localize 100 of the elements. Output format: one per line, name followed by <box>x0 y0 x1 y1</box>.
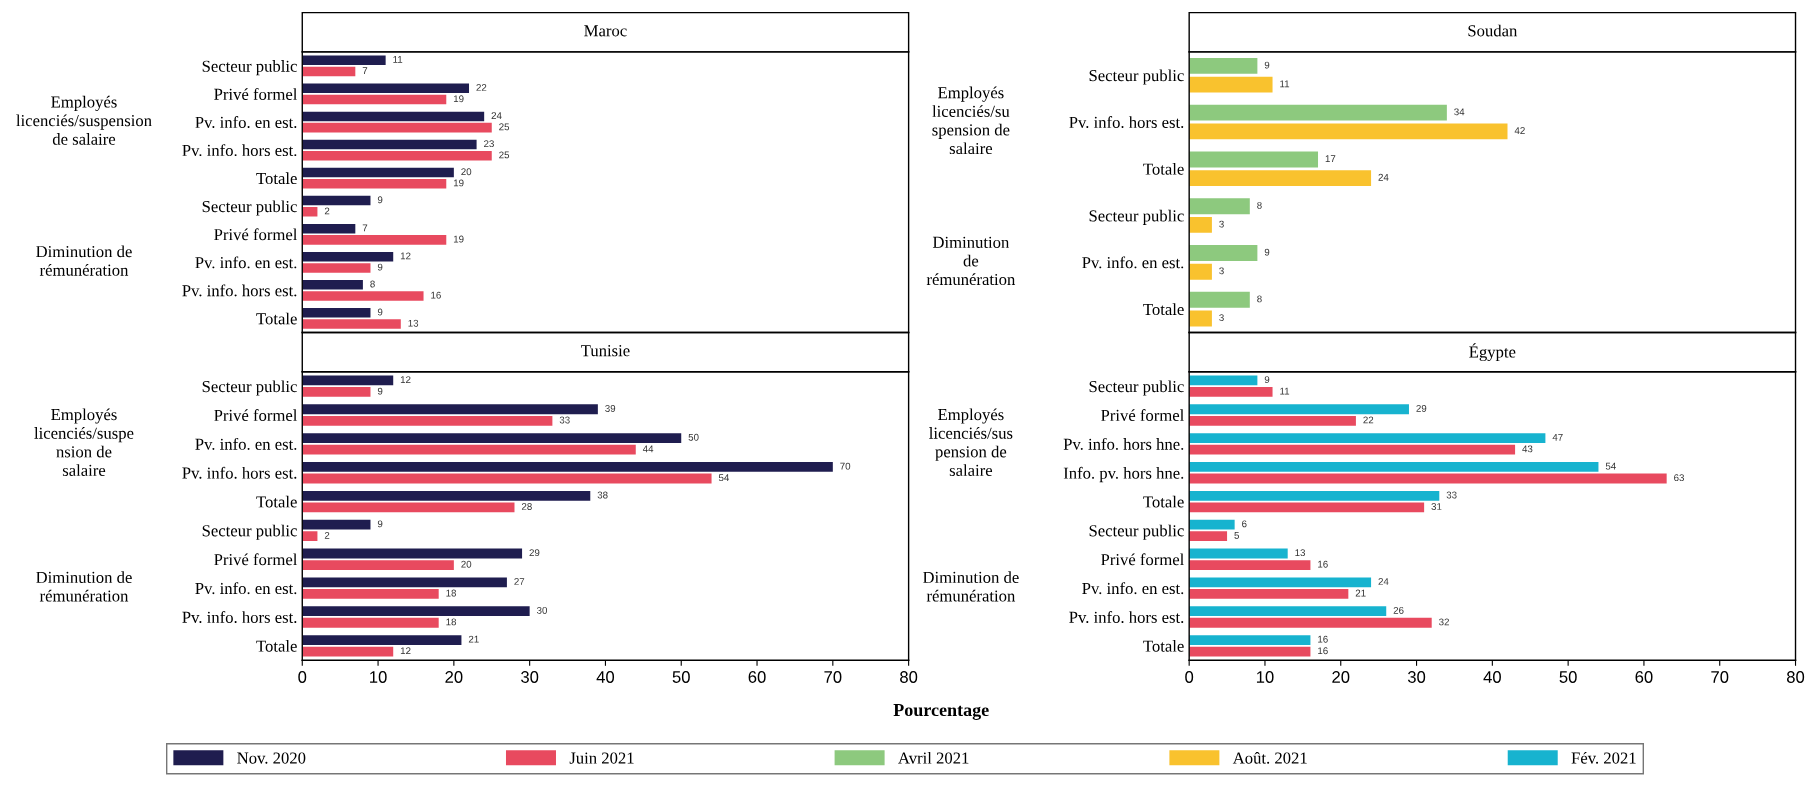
data-label: 11 <box>1280 80 1290 88</box>
bar <box>302 150 492 161</box>
legend-label: Nov. 2020 <box>237 752 306 764</box>
chart-title: Maroc <box>584 25 627 37</box>
bar <box>302 473 712 484</box>
data-label: 16 <box>1318 560 1328 568</box>
data-label: 7 <box>362 67 368 75</box>
data-label: 9 <box>377 387 383 395</box>
bar <box>1189 462 1599 472</box>
x-tick-label: 40 <box>1483 671 1501 683</box>
chart-title: Soudan <box>1468 24 1518 37</box>
y-tick-label: Secteur public <box>202 524 297 540</box>
data-label: 21 <box>1355 589 1366 597</box>
data-label: 16 <box>1318 647 1328 655</box>
y-tick-label: Totale <box>1143 495 1184 508</box>
y-tick-label: Info. pv. hors hne. <box>1063 466 1184 483</box>
bar <box>1189 588 1349 599</box>
bar <box>302 444 636 455</box>
x-tick-label: 40 <box>596 671 615 683</box>
data-label: 2 <box>324 207 330 215</box>
data-label: 54 <box>718 474 730 482</box>
data-label: 19 <box>453 179 464 187</box>
data-label: 20 <box>461 168 472 176</box>
data-label: 8 <box>1257 201 1262 209</box>
text: Diminution de rémunération <box>36 571 132 602</box>
bar <box>302 560 454 570</box>
data-label: 3 <box>1219 314 1224 322</box>
text: Employés licenciés/sus pension de salaire <box>929 408 1013 476</box>
bar <box>302 577 507 588</box>
y-tick-label: Totale <box>256 495 297 508</box>
bar <box>302 308 371 318</box>
y-tick-label: Secteur public <box>1089 380 1184 396</box>
text: Diminution de rémunération <box>926 236 1016 286</box>
bar <box>302 490 591 501</box>
data-label: 32 <box>1439 618 1449 626</box>
data-label: 6 <box>1242 520 1247 528</box>
data-label: 21 <box>468 635 479 643</box>
x-tick-label: 80 <box>1786 671 1805 683</box>
y-tick-label: Pv. info. hors est. <box>1069 116 1184 129</box>
bar <box>1189 415 1356 426</box>
bar <box>1189 76 1273 93</box>
data-label: 23 <box>484 140 494 148</box>
data-label: 26 <box>1393 606 1404 614</box>
bar <box>1189 216 1212 233</box>
data-label: 24 <box>1378 173 1389 181</box>
bar <box>302 519 371 530</box>
x-axis-title: Pourcentage <box>893 704 989 720</box>
text: Employés licenciés/suspension de salaire <box>16 95 152 145</box>
data-label: 19 <box>453 235 464 243</box>
bar <box>1189 502 1425 513</box>
data-label: 42 <box>1514 127 1525 134</box>
data-label: 9 <box>1264 61 1270 69</box>
legend-label: Avril 2021 <box>898 751 969 764</box>
bar <box>302 178 447 189</box>
data-label: 18 <box>446 589 457 597</box>
bar <box>302 167 454 178</box>
text: Diminution de rémunération <box>36 245 132 276</box>
data-label: 16 <box>1318 635 1328 643</box>
bar <box>302 646 394 657</box>
data-label: 7 <box>362 224 368 232</box>
bar <box>1189 617 1432 628</box>
bar <box>1189 548 1288 559</box>
x-tick-label: 10 <box>1256 671 1274 683</box>
bar <box>302 55 386 66</box>
data-label: 22 <box>476 84 487 91</box>
data-label: 12 <box>400 647 411 655</box>
data-label: 24 <box>491 112 502 119</box>
y-tick-label: Pv. info. en est. <box>195 256 297 269</box>
y-tick-label: Totale <box>1143 640 1184 652</box>
y-tick-label: Totale <box>256 312 297 325</box>
data-label: 29 <box>1416 405 1427 412</box>
data-label: 44 <box>642 445 654 453</box>
x-tick-label: 70 <box>824 671 842 683</box>
y-tick-label: Pv. info. hors est. <box>182 144 297 157</box>
data-label: 47 <box>1552 433 1563 441</box>
y-tick-label: Privé formel <box>214 88 298 100</box>
bar <box>302 635 462 645</box>
data-label: 3 <box>1219 267 1224 275</box>
y-tick-label: Totale <box>1143 303 1184 316</box>
y-tick-label: Secteur public <box>1089 524 1184 540</box>
x-tick-label: 10 <box>370 671 387 683</box>
data-label: 12 <box>400 252 411 260</box>
bar <box>1189 310 1212 327</box>
data-label: 8 <box>1257 295 1262 303</box>
data-label: 28 <box>521 503 532 510</box>
y-tick-label: Secteur public <box>202 200 297 216</box>
data-label: 12 <box>400 376 411 383</box>
bar <box>302 375 394 386</box>
x-tick-label: 30 <box>1407 671 1426 683</box>
bar <box>1189 291 1250 308</box>
y-tick-label: Privé formel <box>214 228 298 241</box>
bar <box>1189 635 1311 645</box>
data-label: 30 <box>536 606 548 614</box>
bar <box>302 280 363 290</box>
bar <box>302 122 492 133</box>
bar <box>302 83 470 94</box>
x-tick-label: 80 <box>900 671 918 683</box>
data-label: 25 <box>499 123 510 131</box>
bar <box>1189 577 1372 588</box>
bar <box>1189 245 1258 261</box>
